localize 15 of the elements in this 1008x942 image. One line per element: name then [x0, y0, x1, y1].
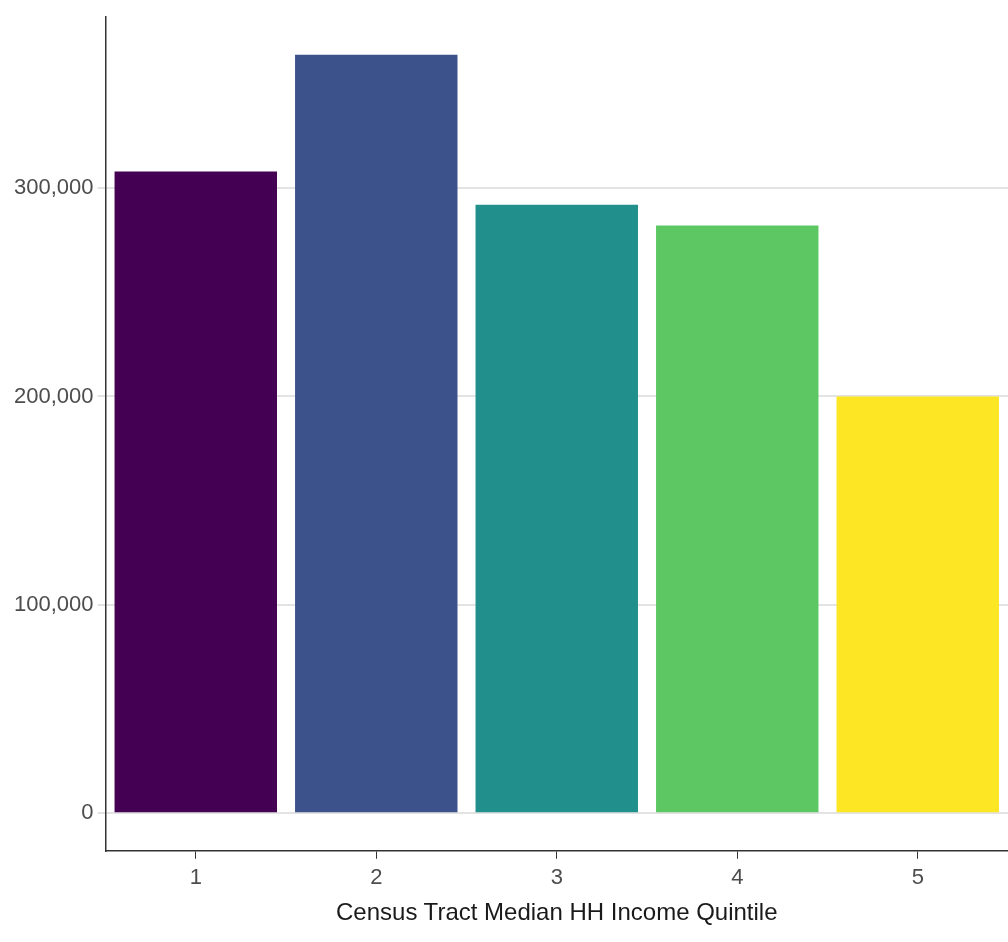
x-tick-label: 4 [731, 864, 744, 890]
bar [114, 171, 277, 813]
bar [475, 204, 638, 813]
x-tick-label: 5 [911, 864, 924, 890]
bar [836, 396, 999, 813]
y-tick-label: 200,000 [13, 382, 94, 408]
y-tick-label: 100,000 [13, 590, 94, 616]
x-tick-label: 2 [370, 864, 383, 890]
bar [656, 225, 819, 813]
x-axis-title: Census Tract Median HH Income Quintile [336, 898, 778, 926]
x-tick-label: 1 [189, 864, 202, 890]
y-tick-label: 300,000 [13, 174, 94, 200]
y-tick-label: 0 [81, 799, 94, 825]
x-tick-label: 3 [550, 864, 563, 890]
bar [295, 54, 458, 813]
